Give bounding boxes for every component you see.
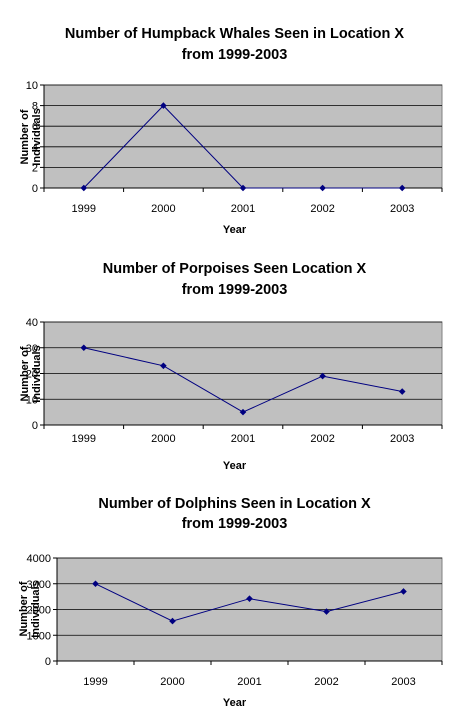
chart-3-y-axis-title-line-2: Individuals xyxy=(30,580,42,637)
chart-1-data-point-1999 xyxy=(80,184,88,192)
chart-3-title-line-2: from 1999-2003 xyxy=(182,516,288,532)
chart-1-y-tick-label-3: 4 xyxy=(32,142,38,154)
chart-1-x-tick-label-2000: 2000 xyxy=(151,203,175,215)
chart-2-title-line-2: from 1999-2003 xyxy=(182,282,288,298)
chart-1-x-tick-label-1999: 1999 xyxy=(72,203,96,215)
chart-2-data-point-2003 xyxy=(398,388,406,395)
chart-1-x-axis-title: Year xyxy=(223,224,247,236)
chart-2-x-axis-title: Year xyxy=(223,460,247,472)
chart-3-data-point-2002 xyxy=(323,608,330,615)
chart-2-y-axis-title-line-1: Number of xyxy=(19,346,31,401)
chart-3-data-point-1999 xyxy=(92,580,99,588)
chart-2-y-tick-label-5: 40 xyxy=(26,317,38,329)
chart-3-x-tick-label-2000: 2000 xyxy=(160,676,184,688)
chart-1-y-tick-label-4: 6 xyxy=(32,121,38,133)
chart-3-data-point-2003 xyxy=(400,588,407,595)
chart-2-x-tick-label-1999: 1999 xyxy=(72,433,96,445)
chart-3-x-tick-label-2003: 2003 xyxy=(391,676,415,688)
chart-1-title-line-1: Number of Humpback Whales Seen in Locati… xyxy=(65,26,405,42)
chart-1-y-tick-label-6: 10 xyxy=(26,80,38,92)
chart-1-x-tick-label-2002: 2002 xyxy=(310,203,334,215)
chart-2-data-point-2001 xyxy=(239,408,247,416)
chart-1-y-axis-title-line-1: Number of xyxy=(19,109,31,164)
chart-2-y-tick-label-3: 20 xyxy=(26,369,38,381)
chart-2-y-tick-label-2: 10 xyxy=(26,394,38,406)
chart-1-y-tick-label-1: 0 xyxy=(32,183,38,195)
chart-2-data-point-2000 xyxy=(160,362,167,370)
chart-1-data-point-2003 xyxy=(398,184,406,192)
chart-1-y-tick-label-2: 2 xyxy=(32,162,38,174)
chart-2-x-tick-label-2001: 2001 xyxy=(231,433,255,445)
chart-3-x-tick-label-2002: 2002 xyxy=(314,676,338,688)
chart-2-title-line-1: Number of Porpoises Seen Location X xyxy=(103,261,367,277)
chart-2-data-point-2002 xyxy=(319,372,326,380)
chart-1-y-axis-title-line-2: Individuals xyxy=(31,108,43,165)
chart-1-x-tick-label-2003: 2003 xyxy=(390,203,414,215)
chart-2-y-tick-label-1: 0 xyxy=(32,420,38,432)
chart-2-x-tick-label-2000: 2000 xyxy=(151,433,175,445)
chart-2-data-point-1999 xyxy=(80,344,88,352)
chart-2-x-tick-label-2002: 2002 xyxy=(310,433,334,445)
chart-3-x-tick-label-1999: 1999 xyxy=(83,676,107,688)
chart-3-y-tick-label-1: 0 xyxy=(45,656,51,668)
chart-3-data-point-2001 xyxy=(246,595,253,602)
chart-1-data-point-2000 xyxy=(160,102,167,109)
chart-1-data-point-2001 xyxy=(239,184,247,192)
chart-3-y-tick-label-3: 2000 xyxy=(27,605,51,617)
chart-1-x-tick-label-2001: 2001 xyxy=(231,203,255,215)
chart-1-title-line-2: from 1999-2003 xyxy=(182,47,288,63)
chart-1-y-tick-label-5: 8 xyxy=(32,101,38,113)
chart-3-y-tick-label-4: 3000 xyxy=(27,579,51,591)
chart-2-y-axis-title-line-2: Individuals xyxy=(31,345,43,402)
chart-2-x-tick-label-2003: 2003 xyxy=(390,433,414,445)
chart-3-title-line-1: Number of Dolphins Seen in Location X xyxy=(98,496,371,512)
chart-3-y-tick-label-2: 1000 xyxy=(27,630,51,642)
chart-3-x-axis-title: Year xyxy=(223,697,247,709)
chart-1-data-point-2002 xyxy=(319,184,326,192)
chart-3-data-point-2000 xyxy=(169,617,176,625)
chart-1-plot-area xyxy=(43,84,443,189)
chart-3-y-tick-label-5: 4000 xyxy=(27,553,51,565)
chart-2-y-tick-label-4: 30 xyxy=(26,343,38,355)
chart-3-y-axis-title-line-1: Number of xyxy=(18,581,30,636)
chart-3-x-tick-label-2001: 2001 xyxy=(237,676,261,688)
